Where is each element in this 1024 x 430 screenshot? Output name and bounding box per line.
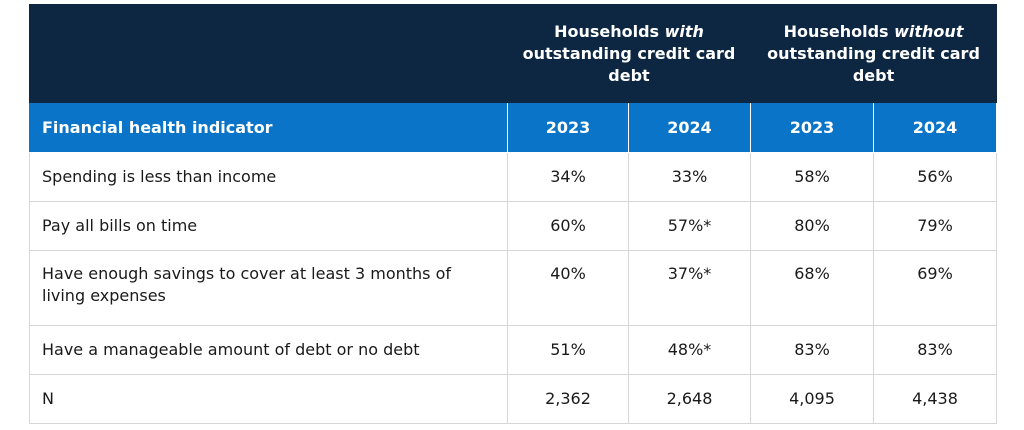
value-cell: 68% — [750, 250, 875, 326]
blank-corner-cell — [29, 4, 508, 103]
table-row: Pay all bills on time 60% 57%* 80% 79% — [29, 201, 998, 251]
group-header-without-debt: Households without outstanding credit ca… — [750, 4, 998, 103]
value-cell: 83% — [750, 325, 875, 375]
financial-health-table: Households with outstanding credit card … — [29, 4, 998, 424]
table-row: N 2,362 2,648 4,095 4,438 — [29, 374, 998, 424]
year-header-without-2024: 2024 — [873, 102, 998, 153]
year-header-without-2023: 2023 — [750, 102, 875, 153]
value-cell: 4,438 — [873, 374, 998, 424]
group-header-with-debt: Households with outstanding credit card … — [506, 4, 752, 103]
group-header-row: Households with outstanding credit card … — [29, 4, 998, 103]
indicator-column-header: Financial health indicator — [29, 102, 508, 153]
group-with-post: outstanding credit card debt — [522, 43, 736, 85]
column-header-row: Financial health indicator 2023 2024 202… — [29, 102, 998, 153]
value-cell: 37%* — [627, 250, 752, 326]
value-cell: 58% — [750, 152, 875, 202]
value-cell: 56% — [873, 152, 998, 202]
value-cell: 48%* — [627, 325, 752, 375]
row-label: Have enough savings to cover at least 3 … — [29, 250, 508, 326]
value-cell: 33% — [627, 152, 752, 202]
table-row: Spending is less than income 34% 33% 58%… — [29, 152, 998, 202]
group-with-pre: Households — [554, 21, 665, 41]
row-label: Have a manageable amount of debt or no d… — [29, 325, 508, 375]
value-cell: 51% — [507, 325, 629, 375]
value-cell: 4,095 — [750, 374, 875, 424]
value-cell: 2,362 — [507, 374, 629, 424]
year-header-with-2023: 2023 — [507, 102, 629, 153]
table-row: Have enough savings to cover at least 3 … — [29, 250, 998, 326]
row-label: N — [29, 374, 508, 424]
row-label: Pay all bills on time — [29, 201, 508, 251]
table-row: Have a manageable amount of debt or no d… — [29, 325, 998, 375]
value-cell: 57%* — [627, 201, 752, 251]
value-cell: 69% — [873, 250, 998, 326]
value-cell: 2,648 — [627, 374, 752, 424]
year-header-with-2024: 2024 — [627, 102, 752, 153]
value-cell: 40% — [507, 250, 629, 326]
group-without-pre: Households — [783, 21, 895, 41]
row-label: Spending is less than income — [29, 152, 508, 202]
value-cell: 34% — [507, 152, 629, 202]
group-without-emphasis: without — [894, 21, 964, 41]
value-cell: 83% — [873, 325, 998, 375]
value-cell: 79% — [873, 201, 998, 251]
group-without-post: outstanding credit card debt — [767, 43, 980, 85]
value-cell: 60% — [507, 201, 629, 251]
value-cell: 80% — [750, 201, 875, 251]
group-with-emphasis: with — [664, 21, 704, 41]
